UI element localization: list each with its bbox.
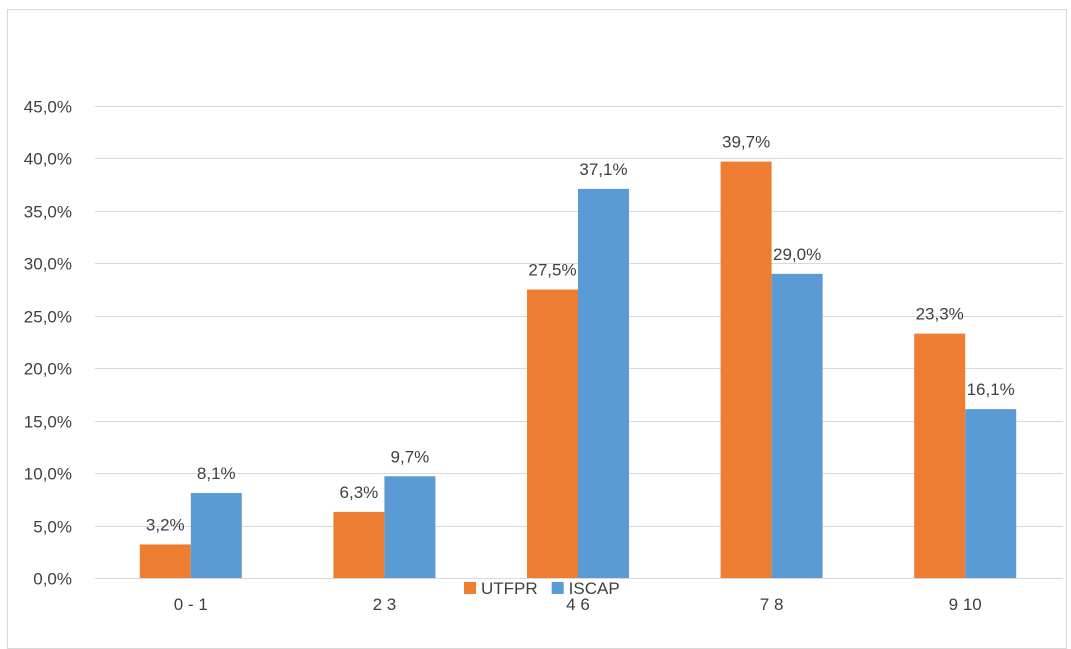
data-label: 27,5% xyxy=(528,261,576,280)
data-label: 6,3% xyxy=(340,483,379,502)
data-label: 16,1% xyxy=(967,380,1015,399)
legend-label-iscap: ISCAP xyxy=(569,579,620,598)
y-tick-label: 5,0% xyxy=(33,518,72,537)
legend-swatch-utfpr xyxy=(464,582,476,594)
data-label: 29,0% xyxy=(773,245,821,264)
y-tick-label: 35,0% xyxy=(24,203,72,222)
y-axis-tick-labels: 0,0% 5,0% 10,0% 15,0% 20,0% 25,0% 30,0% 35,0% 40… xyxy=(24,98,72,589)
data-label: 8,1% xyxy=(197,464,236,483)
x-tick-label: 0 - 1 xyxy=(174,595,208,614)
data-labels: 3,2% 8,1% 6,3% 9,7% 27,5% 37,1% 39,7% 29,0% 23,3… xyxy=(146,133,1015,535)
bars xyxy=(139,161,1017,578)
x-tick-label: 2 3 xyxy=(373,595,397,614)
bar-utfpr xyxy=(139,544,191,578)
bar-utfpr xyxy=(527,289,578,578)
bar-iscap xyxy=(965,409,1017,578)
y-tick-label: 25,0% xyxy=(24,308,72,327)
x-tick-label: 4 6 xyxy=(566,595,590,614)
legend-swatch-iscap xyxy=(551,582,564,594)
x-tick-label: 7 8 xyxy=(760,595,784,614)
data-label: 39,7% xyxy=(722,133,770,152)
y-tick-label: 40,0% xyxy=(24,150,72,169)
y-tick-label: 10,0% xyxy=(24,465,72,484)
x-axis-tick-labels: 0 - 1 2 3 4 6 7 8 9 10 xyxy=(174,595,982,614)
data-label: 9,7% xyxy=(391,447,430,466)
y-tick-label: 15,0% xyxy=(24,413,72,432)
y-tick-label: 0,0% xyxy=(33,570,72,589)
bar-iscap xyxy=(578,188,629,578)
y-tick-label: 20,0% xyxy=(24,360,72,379)
y-tick-label: 45,0% xyxy=(24,98,72,117)
y-tick-label: 30,0% xyxy=(24,255,72,274)
bar-utfpr xyxy=(333,511,385,578)
x-tick-label: 9 10 xyxy=(949,595,982,614)
data-label: 37,1% xyxy=(579,160,627,179)
gridlines xyxy=(95,106,1063,579)
bar-iscap xyxy=(771,273,823,578)
data-label: 23,3% xyxy=(916,305,964,324)
bar-utfpr xyxy=(720,161,772,578)
bar-iscap xyxy=(384,476,436,578)
data-label: 3,2% xyxy=(146,515,185,534)
legend: UTFPR ISCAP xyxy=(464,579,620,598)
bar-chart: 0,0% 5,0% 10,0% 15,0% 20,0% 25,0% 30,0% 35,0% 40… xyxy=(24,98,1063,614)
legend-label-utfpr: UTFPR xyxy=(481,579,538,598)
bar-iscap xyxy=(190,493,242,578)
bar-utfpr xyxy=(914,333,966,578)
